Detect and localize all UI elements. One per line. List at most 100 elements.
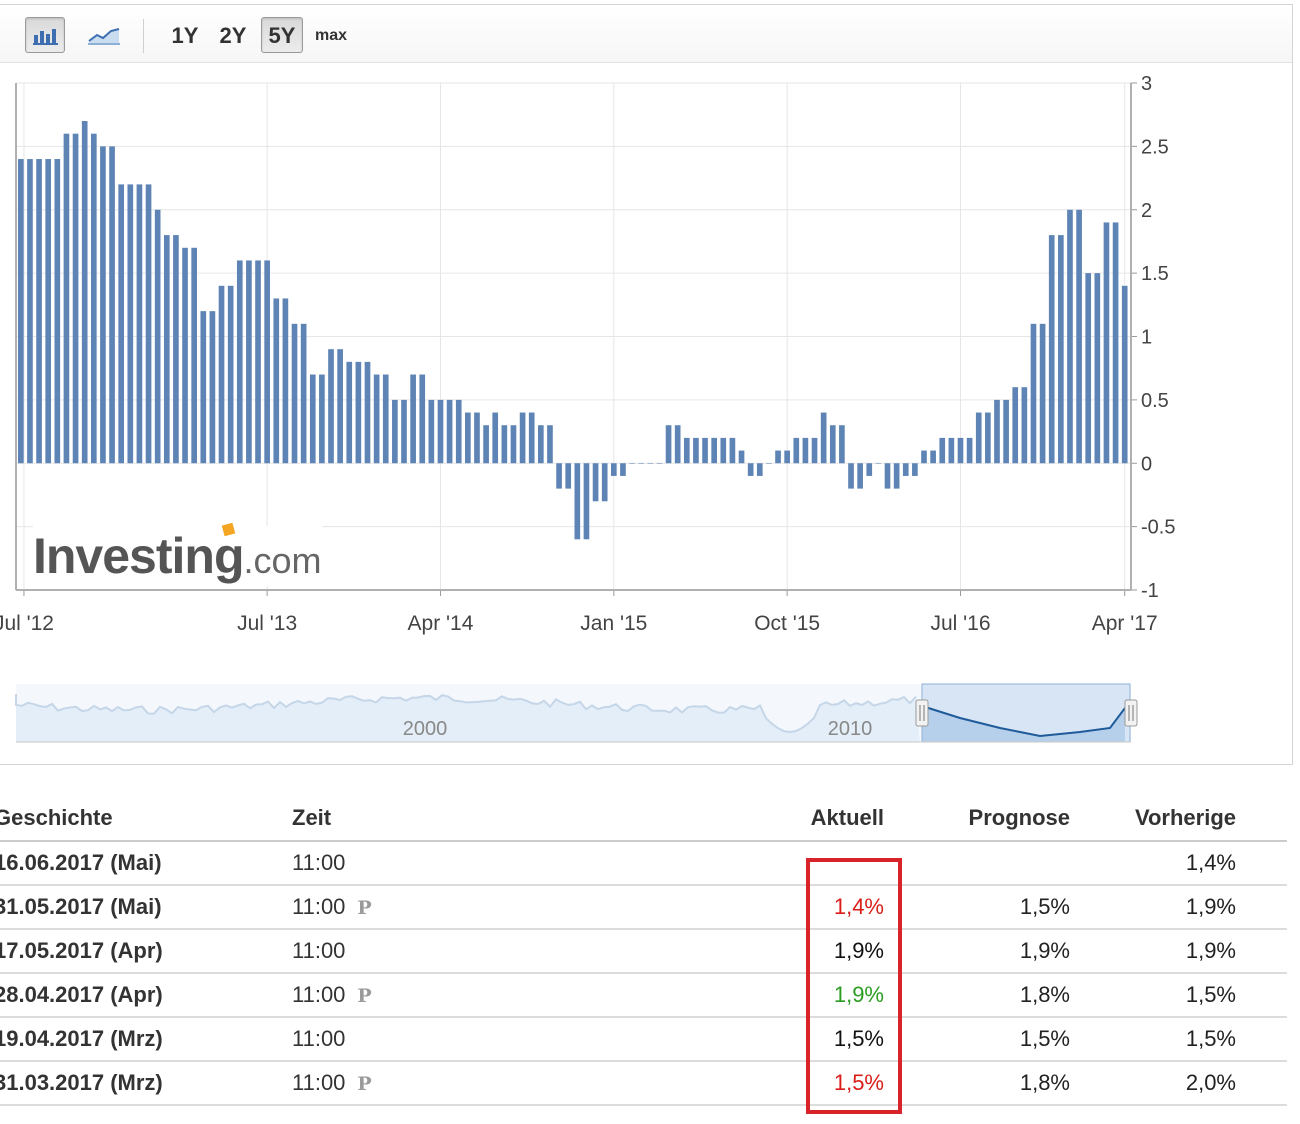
release-time-text: 11:00 <box>292 982 346 1007</box>
release-date: 16.06.2017 (Mai) <box>0 841 292 886</box>
y-tick-label: 2 <box>1141 200 1152 222</box>
history-row: 17.05.2017 (Apr) 11:00 1,9% 1,9% 1,9% <box>0 929 1287 974</box>
chart-bars <box>18 121 1128 540</box>
chart-bar <box>766 463 772 464</box>
chart-bar <box>18 159 24 464</box>
y-tick-label: 0 <box>1141 453 1152 475</box>
chart-bar <box>264 260 270 464</box>
history-row: 31.05.2017 (Mai) 11:00 P 1,4% 1,5% 1,9% <box>0 885 1287 930</box>
actual-value: 1,5% <box>772 1017 884 1062</box>
range-1y-button[interactable]: 1Y <box>171 23 199 48</box>
chart-bar <box>1058 235 1064 464</box>
chart-bar <box>711 437 718 464</box>
release-date: 19.04.2017 (Mrz) <box>0 1017 292 1062</box>
chart-bar <box>656 463 663 464</box>
y-tick-label: -1 <box>1141 580 1159 602</box>
chart-toolbar: 1Y 2Y 5Y max <box>0 5 1292 63</box>
bar-chart-toggle-button[interactable] <box>25 17 65 53</box>
navigator-left-handle[interactable] <box>915 699 929 727</box>
chart-bar <box>173 235 179 464</box>
chart-bar <box>547 425 553 464</box>
chart-bar <box>1121 285 1128 464</box>
row-spacer <box>1236 1017 1287 1062</box>
chart-bar <box>957 437 964 464</box>
history-row: 31.03.2017 (Mrz) 11:00 P 1,5% 1,8% 2,0% <box>0 1061 1287 1106</box>
previous-value: 1,5% <box>1070 973 1236 1018</box>
chart-bar <box>246 260 252 464</box>
chart-bar <box>63 133 70 464</box>
chart-bar <box>465 412 471 464</box>
line-chart-toggle-button[interactable] <box>80 17 120 53</box>
chart-bar <box>364 361 371 464</box>
chart-bar <box>1003 399 1009 464</box>
chart-bar <box>1030 323 1037 464</box>
previous-value: 1,9% <box>1070 885 1236 930</box>
range-max-button[interactable]: max <box>314 27 348 44</box>
chart-bar <box>401 399 407 464</box>
row-spacer <box>1236 1061 1287 1106</box>
x-tick-label: Jul '16 <box>930 612 990 635</box>
chart-bar <box>492 412 499 464</box>
chart-bar <box>236 260 243 464</box>
actual-value: 1,5% <box>772 1061 884 1106</box>
row-spacer <box>1236 885 1287 930</box>
chart-bar <box>775 450 781 464</box>
chart-bar <box>446 399 453 464</box>
chart-bar <box>428 399 435 464</box>
y-tick-label: 1.5 <box>1141 263 1169 285</box>
navigator-right-handle[interactable] <box>1124 699 1138 727</box>
history-header-row: Geschichte Zeit Aktuell Prognose Vorheri… <box>0 796 1287 842</box>
release-time-text: 11:00 <box>292 938 346 963</box>
chart-bar <box>355 361 362 464</box>
chart-bar <box>866 463 873 476</box>
chart-bar <box>109 146 115 464</box>
previous-value: 1,9% <box>1070 929 1236 974</box>
range-5y-button[interactable]: 5Y <box>261 17 303 53</box>
chart-bar <box>683 437 690 464</box>
chart-bar <box>930 450 936 464</box>
chart-bar <box>191 247 197 464</box>
chart-bar <box>182 247 188 464</box>
chart-bar <box>747 463 754 476</box>
preliminary-icon: P <box>357 897 372 919</box>
chart-bar <box>410 374 416 464</box>
col-header-history: Geschichte <box>0 796 292 842</box>
chart-bar <box>45 159 52 464</box>
range-2y-button[interactable]: 2Y <box>219 23 247 48</box>
chart-bar <box>474 412 480 464</box>
chart-bar <box>565 463 572 489</box>
chart-bar <box>729 437 736 464</box>
chart-bar <box>291 323 298 464</box>
chart-bar <box>638 463 645 464</box>
chart-bar <box>1103 222 1110 464</box>
col-header-previous: Vorherige <box>1070 796 1236 842</box>
chart-bar <box>1112 222 1119 464</box>
area-chart-icon <box>88 28 120 45</box>
previous-value: 1,4% <box>1070 841 1236 886</box>
chart-bar <box>419 374 426 464</box>
chart-bar <box>738 450 745 464</box>
chart-bar <box>674 425 681 464</box>
navigator-selection-line <box>921 705 1126 738</box>
chart-bar <box>1076 209 1082 464</box>
chart-bar <box>300 323 307 464</box>
chart-bar <box>36 159 42 464</box>
chart-bar <box>373 374 380 464</box>
chart-bar <box>966 437 973 464</box>
chart-bar <box>319 374 325 464</box>
preliminary-icon: P <box>357 985 372 1007</box>
chart-bar <box>902 463 909 476</box>
chart-bar <box>282 298 289 464</box>
chart-bar <box>154 209 161 464</box>
chart-bar <box>501 425 508 464</box>
chart-bar <box>382 374 389 464</box>
chart-bar <box>556 463 562 489</box>
chart-bar <box>857 463 863 489</box>
chart-bar <box>665 425 672 464</box>
previous-value: 1,5% <box>1070 1017 1236 1062</box>
chart-bar <box>848 463 854 489</box>
chart-bar <box>994 399 1000 464</box>
release-date: 17.05.2017 (Apr) <box>0 929 292 974</box>
navigator-line <box>15 694 917 734</box>
navigator-label: 2010 <box>828 718 873 740</box>
